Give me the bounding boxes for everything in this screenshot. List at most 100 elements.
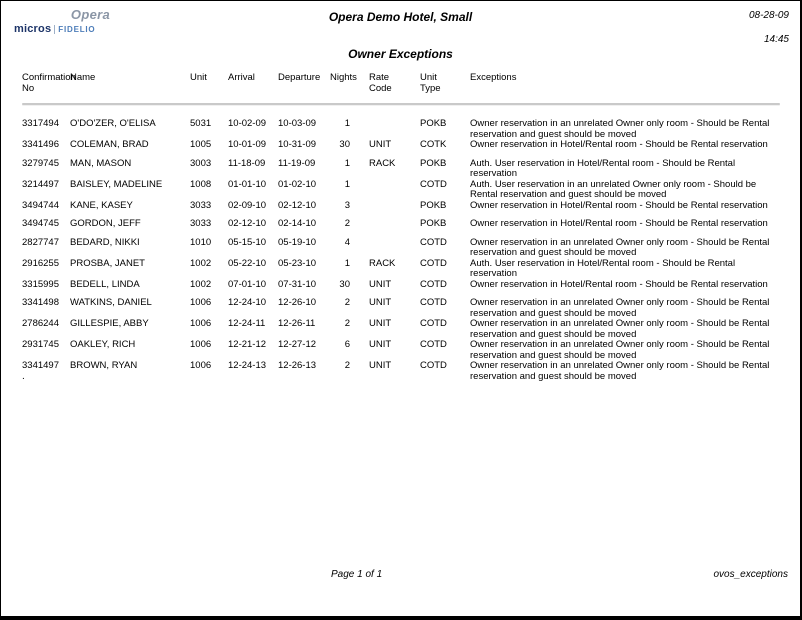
cell-unit-type: COTK	[420, 139, 447, 150]
cell-unit: 1008	[190, 178, 212, 190]
cell-confirmation-no: 2786244	[22, 318, 59, 329]
cell-rate-code: UNIT	[369, 360, 392, 371]
cell-name: KANE, KASEY	[70, 199, 133, 211]
cell-unit-type: COTD	[420, 278, 447, 290]
cell-arrival: 10-01-09	[228, 139, 267, 150]
cell-exceptions: Owner reservation in an unrelated Owner …	[470, 318, 770, 340]
cell-name: BROWN, RYAN	[70, 360, 138, 371]
cell-name: O'DO'ZER, O'ELISA	[70, 118, 156, 129]
table-row: 3341497 BROWN, RYAN 1006 12-24-13 12-26-…	[22, 360, 780, 382]
cell-confirmation-no: 3494745	[22, 218, 59, 229]
cell-name: GORDON, JEFF	[70, 218, 141, 229]
cell-confirmation-no: 3341497	[22, 360, 59, 371]
cell-unit-type: COTD	[420, 178, 447, 190]
cell-confirmation-no: 3214497	[22, 178, 59, 190]
cell-rate-code: RACK	[369, 257, 396, 269]
cell-unit-type: POKB	[420, 118, 447, 129]
cell-departure: 05-23-10	[278, 257, 317, 269]
cell-departure: 12-26-13	[278, 360, 317, 371]
cell-rate-code: UNIT	[369, 297, 392, 308]
cell-departure: 12-26-11	[278, 318, 316, 329]
opera-logo-text: Opera	[70, 7, 110, 22]
cell-unit: 1006	[190, 360, 212, 371]
cell-unit: 1002	[190, 278, 212, 290]
report-time: 14:45	[763, 34, 789, 45]
logo-divider	[54, 24, 56, 34]
column-header-confirmation-no: Confirmation No	[22, 72, 76, 94]
cell-unit-type: COTD	[420, 297, 447, 308]
table-row: 3214497 BAISLEY, MADELINE 1008 01-01-10 …	[22, 178, 780, 201]
cell-name: BEDARD, NIKKI	[70, 236, 140, 248]
cell-exceptions: Auth. User reservation in an unrelated O…	[470, 178, 757, 200]
cell-confirmation-no: 3315995	[22, 278, 59, 290]
column-header-exceptions: Exceptions	[470, 72, 517, 83]
cell-nights: 1	[344, 157, 350, 169]
table-row: 3315995 BEDELL, LINDA 1002 07-01-10 07-3…	[22, 278, 780, 299]
cell-name: OAKLEY, RICH	[70, 339, 136, 350]
fidelio-logo-text: FIDELIO	[58, 25, 96, 34]
cell-arrival: 02-12-10	[228, 218, 267, 229]
cell-exceptions: Owner reservation in an unrelated Owner …	[470, 236, 770, 258]
cell-unit: 1010	[190, 236, 212, 248]
column-header-departure: Departure	[278, 72, 321, 83]
cell-arrival: 12-24-10	[228, 297, 267, 308]
report-datetime: 08-28-09 14:45	[749, 10, 789, 45]
cell-exceptions: Owner reservation in Hotel/Rental room -…	[470, 218, 768, 229]
cell-arrival: 12-24-11	[228, 318, 266, 329]
cell-confirmation-no: 3279745	[22, 157, 59, 169]
table-row: 3494745 GORDON, JEFF 3033 02-12-10 02-14…	[22, 218, 780, 238]
cell-departure: 11-19-09	[278, 157, 316, 169]
cell-unit-type: COTD	[420, 360, 447, 371]
cell-arrival: 10-02-09	[228, 118, 267, 129]
cell-name: BAISLEY, MADELINE	[70, 178, 163, 190]
cell-nights: 2	[344, 297, 350, 308]
cell-rate-code: UNIT	[369, 278, 392, 290]
hotel-title: Opera Demo Hotel, Small	[328, 10, 473, 24]
cell-nights: 30	[339, 139, 350, 150]
cell-arrival: 12-21-12	[228, 339, 267, 350]
report-filename-label: ovos_exceptions	[713, 569, 789, 580]
micros-logo-text: micros	[14, 23, 52, 35]
column-header-name: Name	[70, 72, 96, 83]
cell-unit-type: COTD	[420, 236, 447, 248]
cell-confirmation-no: 3317494	[22, 118, 59, 129]
table-body: 3317494 O'DO'ZER, O'ELISA 5031 10-02-09 …	[22, 118, 780, 382]
cell-exceptions: Auth. User reservation in Hotel/Rental r…	[470, 257, 736, 279]
cell-name: COLEMAN, BRAD	[70, 139, 149, 150]
cell-exceptions: Owner reservation in an unrelated Owner …	[470, 360, 770, 382]
cell-arrival: 05-15-10	[228, 236, 267, 248]
cell-rate-code: RACK	[369, 157, 396, 169]
table-row: 2827747 BEDARD, NIKKI 1010 05-15-10 05-1…	[22, 236, 780, 259]
cell-unit: 1005	[190, 139, 212, 150]
cell-nights: 3	[344, 199, 350, 211]
cell-arrival: 12-24-13	[228, 360, 267, 371]
cell-unit-type: POKB	[420, 157, 447, 169]
cell-nights: 30	[339, 278, 350, 290]
cell-nights: 2	[344, 318, 350, 329]
cell-nights: 2	[344, 360, 350, 371]
cell-unit-type: COTD	[420, 318, 447, 329]
cell-unit-type: COTD	[420, 339, 447, 350]
cell-arrival: 07-01-10	[228, 278, 267, 290]
cell-arrival: 05-22-10	[228, 257, 267, 269]
stray-period-mark: .	[22, 371, 25, 382]
cell-rate-code: UNIT	[369, 318, 392, 329]
cell-confirmation-no: 3494744	[22, 199, 59, 211]
cell-departure: 12-27-12	[278, 339, 317, 350]
cell-confirmation-no: 2827747	[22, 236, 59, 248]
cell-name: GILLESPIE, ABBY	[70, 318, 149, 329]
cell-departure: 10-31-09	[278, 139, 317, 150]
table-row: 3494744 KANE, KASEY 3033 02-09-10 02-12-…	[22, 199, 780, 220]
table-row: 2931745 OAKLEY, RICH 1006 12-21-12 12-27…	[22, 339, 780, 361]
table-row: 2916255 PROSBA, JANET 1002 05-22-10 05-2…	[22, 257, 780, 280]
exceptions-table: Confirmation No Name Unit Arrival Depart…	[22, 72, 780, 382]
cell-unit-type: POKB	[420, 199, 447, 211]
cell-nights: 1	[344, 118, 350, 129]
cell-arrival: 02-09-10	[228, 199, 267, 211]
column-header-rate-code: Rate Code	[369, 72, 392, 94]
cell-arrival: 01-01-10	[228, 178, 267, 190]
cell-confirmation-no: 3341496	[22, 139, 59, 150]
cell-departure: 01-02-10	[278, 178, 317, 190]
table-row: 3341496 COLEMAN, BRAD 1005 10-01-09 10-3…	[22, 139, 780, 159]
column-header-nights: Nights	[330, 72, 357, 83]
